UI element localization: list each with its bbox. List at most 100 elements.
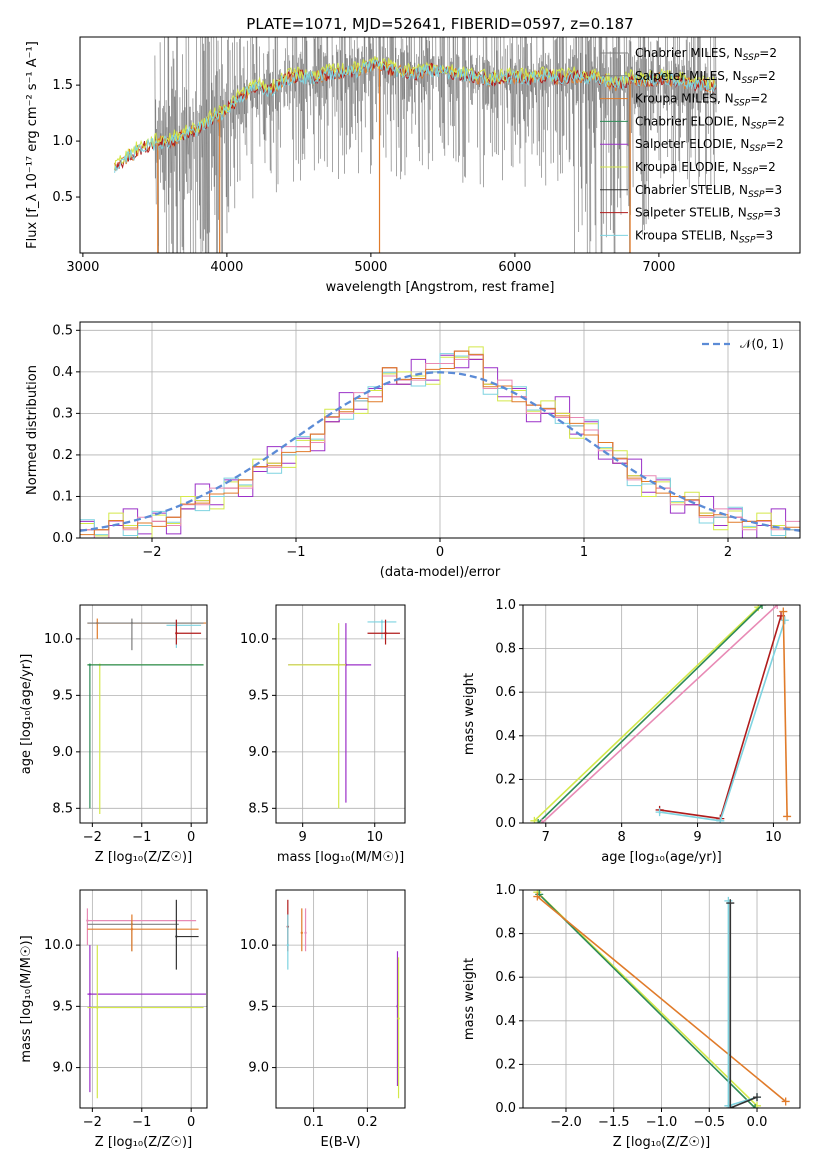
series-marker [537,819,546,823]
plot-area [80,346,800,538]
x-axis-label: Z [log₁₀(Z/Z☉)] [613,1135,710,1150]
legend-entry: Kroupa ELODIE, NSSP=2 [635,160,776,177]
spectrum-model-line [114,58,717,173]
series-line [533,606,759,822]
legend-label: Salpeter ELODIE, N [635,137,749,151]
x-tick-label: 10 [366,830,383,845]
x-tick-label: −2.0 [550,1115,582,1130]
plot-area [530,605,792,823]
y-tick-label: 9.0 [52,745,73,760]
x-tick-label: −1 [132,830,151,845]
y-tick-label: 9.5 [248,999,269,1014]
series-marker [751,1104,760,1108]
x-tick-label: 4000 [210,260,243,275]
legend-entry: Chabrier MILES, NSSP=2 [635,46,777,63]
series-marker [781,1097,790,1106]
series-marker [758,605,767,609]
y-tick-label: 0.2 [495,772,516,787]
legend-sub: SSP [734,99,751,109]
legend-label: Salpeter STELIB, N [635,206,747,220]
x-tick-label: −1 [132,1115,151,1130]
data-point [88,663,92,667]
axes-frame [522,604,801,824]
x-tick-label: −2 [142,545,161,560]
x-tick-label: 0.0 [747,1115,768,1130]
y-tick-label: 0.0 [495,816,516,831]
legend-sub: SSP [747,213,764,223]
spectrum-model-line [114,56,717,170]
series-line [537,605,763,823]
x-tick-label: 2 [724,545,732,560]
plot-area [533,890,790,1108]
panel-age-vs-mass: 9 10 8.5 9.0 9.5 10.0 mass [log₁₀(M/M☉)] [240,604,406,865]
series-marker [533,892,542,901]
y-tick-label: 10.0 [240,632,269,647]
series-marker [726,1104,735,1108]
axes-frame [79,321,801,539]
y-tick-label: 0.6 [495,685,516,700]
series-line [538,893,756,1108]
x-axis-label: (data-model)/error [380,565,501,580]
histogram-series [80,350,800,538]
y-axis-label: age [log₁₀(age/yr)] [19,654,34,775]
data-point [384,632,387,635]
x-tick-label: −2 [83,1115,102,1130]
legend-suffix: =2 [766,137,784,151]
series-marker [783,812,792,821]
x-tick-label: −1.0 [646,1115,678,1130]
x-tick-label: 0.1 [303,1115,324,1130]
y-tick-label: 1.0 [52,134,73,149]
legend-label: Chabrier STELIB, N [635,183,748,197]
panel-mass-vs-EBV: 0.1 0.2 9.0 9.5 10.0 E(B-V) [240,889,406,1150]
y-tick-label: 0.8 [495,927,516,942]
data-point [337,663,340,667]
x-tick-label: 7000 [642,260,675,275]
legend-entry: Salpeter STELIB, NSSP=3 [635,206,781,223]
spectrum-model-line [114,58,717,171]
y-tick-label: 9.5 [248,688,269,703]
data-point [380,620,384,624]
series-marker [753,1101,762,1108]
y-tick-label: 8.5 [52,801,73,816]
data-point [88,992,92,996]
series-line [541,605,778,823]
series-marker [753,1093,762,1102]
y-tick-label: 1.0 [495,883,516,898]
y-tick-label: 9.0 [248,1061,269,1076]
y-tick-label: 0.4 [495,1014,516,1029]
series-marker [780,616,789,625]
x-axis-label: age [log₁₀(age/yr)] [601,850,722,865]
y-tick-label: 0.2 [495,1057,516,1072]
series-marker [534,819,543,823]
series-marker [655,808,664,817]
x-tick-label: 0 [436,545,444,560]
legend-entry: Chabrier ELODIE, NSSP=2 [635,114,785,131]
plot-area [86,899,207,1099]
legend-label: Chabrier MILES, N [635,46,743,60]
data-point [130,621,134,625]
x-tick-label: 3000 [66,260,99,275]
x-tick-label: 7 [542,830,550,845]
y-tick-label: 0.5 [52,323,73,338]
series-marker [716,816,725,823]
x-tick-label: 0 [187,830,195,845]
x-tick-label: 0.2 [357,1115,378,1130]
x-tick-label: −1 [286,545,305,560]
series-marker [724,1101,733,1108]
axes-frame [275,604,406,824]
x-tick-label: 9 [299,830,307,845]
series-marker [779,607,788,616]
y-tick-label: 0.0 [495,1101,516,1116]
legend: 𝒩(0, 1) [702,337,784,351]
y-tick-label: 8.5 [248,801,269,816]
panel-residuals: −2 −1 0 1 2 0.0 0.1 0.2 0.3 0.4 0.5 𝒩(0, 1) (data-mo… [25,321,801,580]
legend-suffix: =2 [750,92,768,106]
data-point [86,919,89,922]
y-axis-label: mass weight [462,958,477,1040]
y-axis-label: mass [log₁₀(M/M☉)] [19,935,34,1062]
legend-sub: SSP [739,235,756,245]
y-tick-label: 0.8 [495,642,516,657]
x-tick-label: 5000 [354,260,387,275]
